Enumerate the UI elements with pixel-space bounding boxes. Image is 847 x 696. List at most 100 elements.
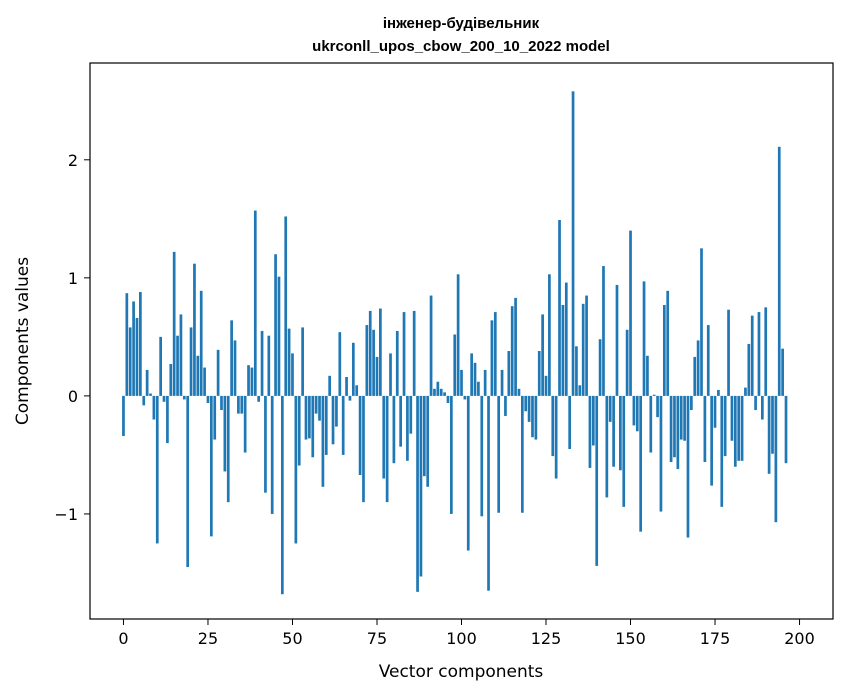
bar [720, 395, 724, 507]
bar [690, 395, 693, 411]
chart-title: інженер-будівельник [383, 15, 540, 32]
bar [267, 335, 271, 396]
bar [456, 274, 460, 396]
bar [723, 395, 727, 457]
bar [230, 320, 233, 396]
bar [162, 395, 166, 402]
bar [172, 251, 176, 396]
bar [673, 395, 676, 458]
bar [311, 395, 315, 458]
bar [247, 365, 250, 396]
bar [493, 312, 497, 396]
bar [517, 388, 521, 396]
bar [257, 395, 261, 402]
bar [527, 395, 531, 422]
bar [358, 395, 362, 475]
bar [260, 330, 264, 396]
bar [132, 301, 135, 396]
bar [179, 314, 183, 396]
bar [250, 367, 254, 396]
bar [598, 339, 602, 396]
bar [379, 308, 382, 396]
bar [243, 395, 247, 453]
bar [575, 346, 578, 396]
bar [669, 395, 673, 462]
bar [274, 254, 277, 396]
bar [642, 281, 646, 396]
bar [679, 395, 683, 440]
x-tick-label: 50 [282, 629, 302, 648]
bar [639, 395, 643, 532]
bar [362, 395, 365, 503]
chart-subtitle: ukrconll_upos_cbow_200_10_2022 model [312, 38, 610, 55]
x-axis: 0 25 50 75 100 125 150 175 200 [118, 619, 815, 648]
bar [686, 395, 690, 538]
bar [615, 284, 619, 396]
bar [284, 216, 288, 396]
bar [287, 328, 291, 396]
x-axis-label: Vector components [379, 662, 544, 682]
bar [622, 395, 626, 507]
x-tick-label: 75 [367, 629, 387, 648]
bar [581, 303, 585, 396]
bar [382, 395, 386, 479]
bar [203, 367, 206, 396]
bar [324, 395, 328, 455]
bar [683, 395, 686, 441]
bar [649, 395, 653, 453]
bar [304, 395, 308, 440]
bar [422, 395, 426, 477]
bars-group [122, 91, 788, 595]
bar [426, 395, 430, 487]
bar [706, 325, 710, 396]
bar [196, 355, 200, 396]
bar [226, 395, 230, 503]
bar [429, 295, 433, 396]
bar [301, 327, 304, 396]
x-tick-label: 125 [531, 629, 562, 648]
bar [619, 395, 622, 471]
bar [470, 353, 473, 396]
bar [436, 381, 440, 396]
y-tick-label: −1 [54, 505, 78, 524]
bar [166, 395, 169, 444]
bar [365, 325, 369, 396]
bar [473, 362, 477, 396]
bar [602, 266, 605, 396]
bar [666, 290, 670, 396]
bar [395, 330, 399, 396]
bar [500, 369, 504, 396]
bar [588, 395, 592, 468]
bar [520, 395, 524, 513]
bar [351, 342, 355, 396]
bar [700, 248, 703, 396]
bar [629, 230, 632, 396]
bar [291, 353, 294, 396]
bar [652, 394, 656, 396]
bar [646, 355, 649, 396]
bar [355, 385, 359, 396]
bar [608, 395, 612, 422]
bar [504, 395, 507, 416]
bar [564, 282, 568, 396]
bar [548, 274, 551, 396]
x-tick-label: 100 [446, 629, 477, 648]
bar [125, 293, 129, 396]
bar [186, 395, 190, 568]
bar [122, 395, 125, 437]
bar [159, 336, 162, 396]
bar [155, 395, 159, 544]
bar [730, 395, 734, 441]
bar [510, 306, 514, 396]
bar [335, 395, 338, 427]
bar [703, 395, 707, 462]
bar [777, 146, 781, 396]
bar [541, 314, 544, 396]
bar [412, 310, 416, 396]
bar [737, 395, 741, 461]
bar [537, 351, 541, 396]
bar [490, 320, 494, 396]
bar [534, 395, 538, 440]
bar [460, 369, 463, 396]
bar [206, 395, 210, 403]
